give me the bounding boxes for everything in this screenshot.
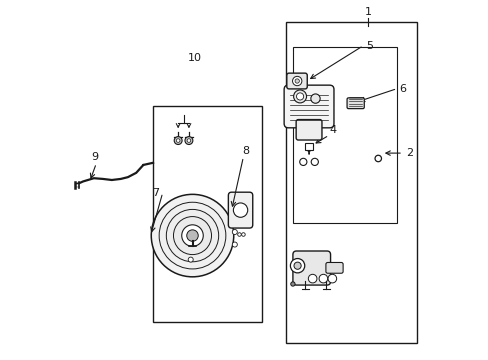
Bar [153, 107, 262, 321]
Circle shape [292, 76, 301, 86]
Circle shape [232, 229, 237, 234]
Circle shape [293, 262, 301, 269]
FancyBboxPatch shape [284, 85, 333, 128]
FancyBboxPatch shape [286, 73, 306, 89]
Circle shape [188, 257, 193, 262]
FancyBboxPatch shape [325, 262, 343, 273]
Circle shape [319, 274, 327, 283]
Text: 1: 1 [364, 7, 371, 17]
Text: 9: 9 [91, 152, 98, 162]
Circle shape [151, 194, 233, 277]
Circle shape [308, 274, 316, 283]
Text: 3: 3 [284, 84, 291, 94]
Circle shape [182, 225, 203, 246]
Circle shape [327, 274, 336, 283]
Text: 2: 2 [405, 148, 412, 158]
Circle shape [299, 158, 306, 166]
Circle shape [233, 203, 247, 217]
Circle shape [232, 242, 237, 247]
Bar [304, 143, 313, 150]
Text: 8: 8 [242, 146, 249, 156]
Circle shape [187, 139, 190, 142]
Circle shape [166, 210, 218, 262]
Circle shape [174, 136, 182, 144]
Circle shape [290, 282, 294, 286]
Text: 7: 7 [152, 188, 159, 198]
Circle shape [374, 155, 381, 162]
Circle shape [296, 93, 303, 100]
Circle shape [237, 233, 241, 236]
Circle shape [184, 136, 192, 144]
FancyBboxPatch shape [228, 192, 252, 228]
Circle shape [176, 139, 180, 142]
FancyBboxPatch shape [346, 98, 364, 109]
Bar [285, 22, 416, 343]
Circle shape [241, 233, 244, 236]
FancyBboxPatch shape [292, 251, 330, 285]
Bar [292, 47, 396, 223]
Circle shape [159, 202, 225, 269]
FancyBboxPatch shape [296, 120, 321, 140]
Circle shape [290, 258, 304, 273]
Circle shape [310, 94, 320, 103]
Circle shape [173, 217, 211, 255]
Circle shape [294, 79, 299, 83]
Circle shape [186, 230, 198, 241]
Text: 4: 4 [329, 125, 336, 135]
Text: 10: 10 [187, 53, 202, 63]
Text: 6: 6 [398, 84, 405, 94]
Circle shape [310, 158, 318, 166]
Text: 5: 5 [365, 41, 372, 50]
Circle shape [293, 90, 306, 103]
